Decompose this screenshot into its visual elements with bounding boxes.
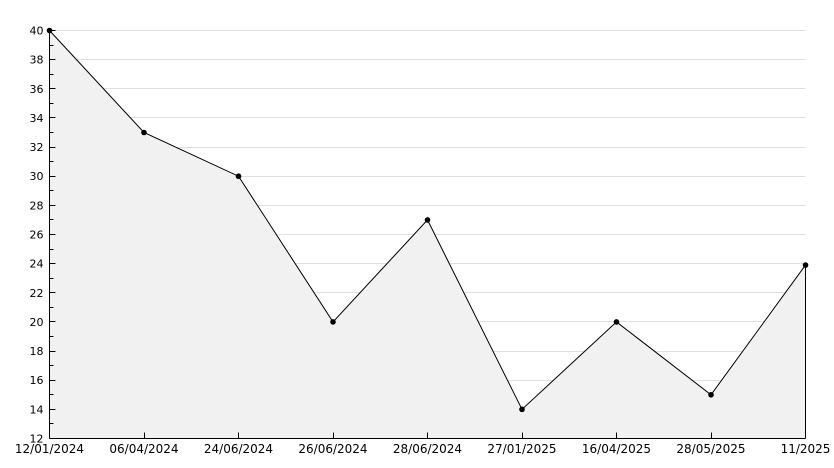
y-tick-label: 40 <box>30 25 44 38</box>
data-point-marker <box>235 173 242 180</box>
data-point-marker <box>519 406 525 413</box>
y-ticks <box>49 30 56 424</box>
x-ticks <box>49 432 806 439</box>
x-tick-label: 12/01/2024 <box>15 442 84 456</box>
y-tick-labels: 12 14 16 18 20 22 24 26 28 30 32 34 36 38 40 <box>30 25 44 446</box>
y-tick-label: 12 <box>30 433 44 446</box>
y-tick-label: 38 <box>30 54 44 67</box>
data-point-marker <box>802 262 809 268</box>
x-tick-label: 11/2025 <box>781 442 831 456</box>
data-point-marker <box>330 319 336 325</box>
area-fill <box>49 30 806 439</box>
y-tick-label: 16 <box>30 374 44 387</box>
y-tick-label: 36 <box>30 83 44 96</box>
x-tick-label: 16/04/2025 <box>582 442 651 456</box>
data-point-marker <box>708 391 714 398</box>
y-tick-label: 34 <box>30 112 44 125</box>
x-tick-label: 26/06/2024 <box>298 442 367 456</box>
y-tick-label: 30 <box>30 170 44 183</box>
x-tick-label: 24/06/2024 <box>204 442 273 456</box>
series-area <box>49 30 806 439</box>
y-tick-label: 28 <box>30 199 44 212</box>
y-tick-label: 18 <box>30 345 44 358</box>
x-tick-label: 28/06/2024 <box>393 442 462 456</box>
y-tick-label: 24 <box>30 258 44 271</box>
data-point-markers <box>46 27 809 413</box>
y-tick-label: 14 <box>30 403 44 416</box>
x-tick-label: 27/01/2025 <box>487 442 556 456</box>
data-point-marker <box>424 217 431 223</box>
x-tick-label: 06/04/2024 <box>109 442 178 456</box>
data-point-marker <box>141 129 147 136</box>
y-tick-label: 26 <box>30 229 44 242</box>
x-tick-labels: 12/01/2024 06/04/2024 24/06/2024 26/06/2024… <box>15 442 831 456</box>
x-tick-label: 28/05/2025 <box>676 442 745 456</box>
data-point-marker <box>613 319 620 325</box>
y-tick-label: 20 <box>30 316 44 329</box>
y-tick-label: 32 <box>30 141 44 154</box>
y-tick-label: 22 <box>30 287 44 300</box>
